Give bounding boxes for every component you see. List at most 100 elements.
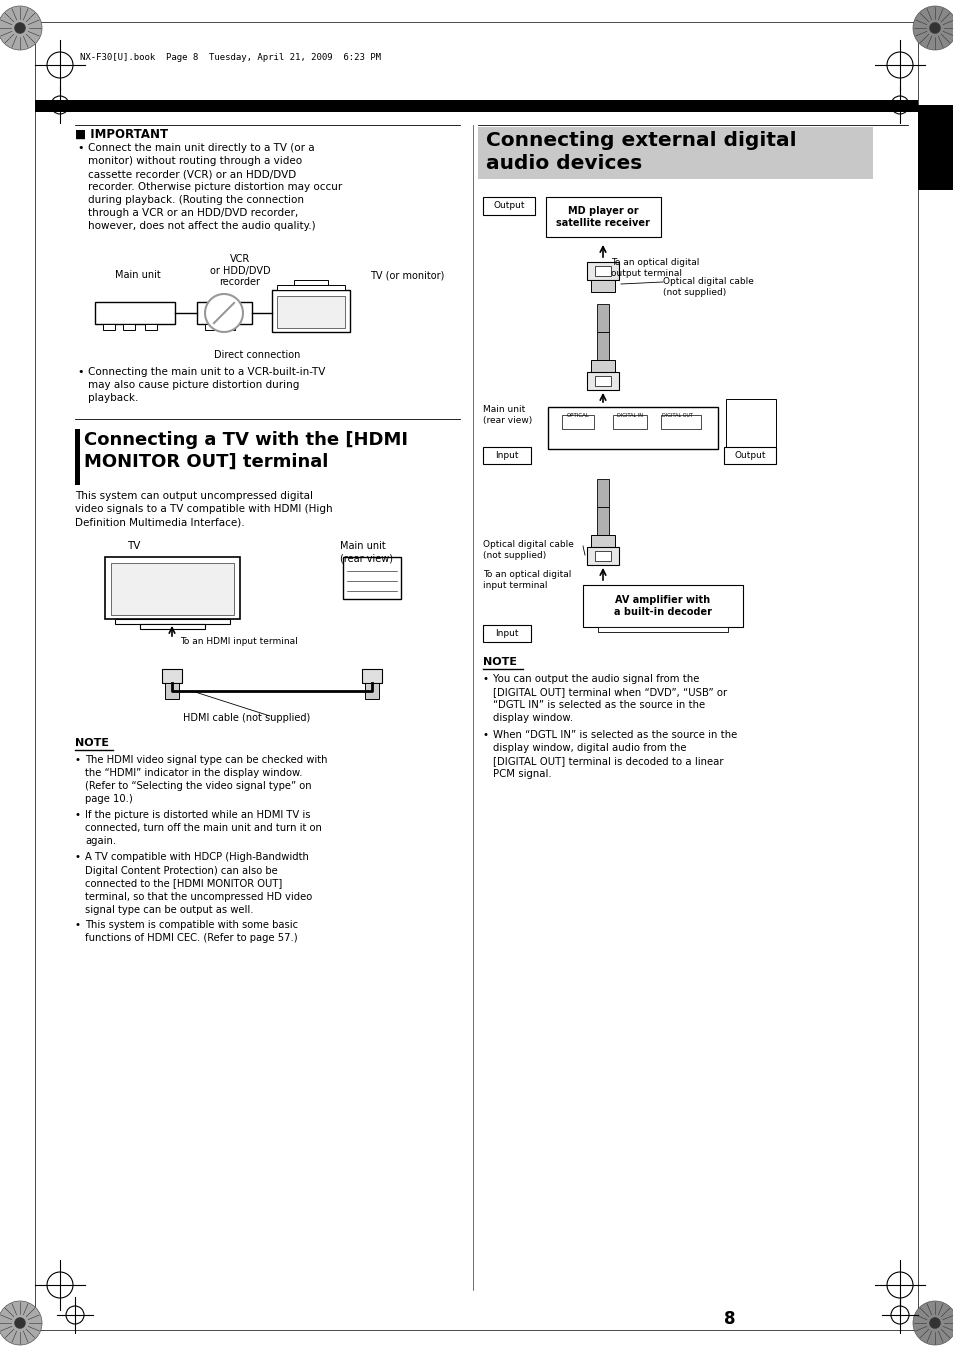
Bar <box>613 415 646 430</box>
Text: This system can output uncompressed digital
video signals to a TV compatible wit: This system can output uncompressed digi… <box>75 490 333 527</box>
Bar <box>103 324 115 330</box>
Bar <box>595 266 610 276</box>
Text: 8: 8 <box>723 1310 735 1328</box>
Bar <box>482 447 531 463</box>
Text: •: • <box>482 674 489 684</box>
Bar <box>597 480 608 507</box>
Text: Connecting the main unit to a VCR-built-in-TV
may also cause picture distortion : Connecting the main unit to a VCR-built-… <box>88 367 325 403</box>
Text: Main unit: Main unit <box>115 270 161 280</box>
Text: Preparation: Preparation <box>930 197 940 267</box>
Text: Connecting a TV with the [HDMI
MONITOR OUT] terminal: Connecting a TV with the [HDMI MONITOR O… <box>84 431 408 470</box>
Bar <box>115 619 230 624</box>
Bar <box>35 100 917 112</box>
Bar <box>477 127 872 178</box>
Text: To an HDMI input terminal: To an HDMI input terminal <box>180 638 297 646</box>
Text: Direct connection: Direct connection <box>213 350 300 359</box>
Bar <box>545 197 660 236</box>
Bar <box>595 551 610 561</box>
Circle shape <box>0 5 42 50</box>
Text: To an optical digital
output terminal: To an optical digital output terminal <box>610 258 699 278</box>
Circle shape <box>928 23 940 34</box>
Bar <box>294 280 328 285</box>
Text: •: • <box>75 811 81 820</box>
Text: •: • <box>75 755 81 765</box>
Bar <box>272 290 350 332</box>
Text: A TV compatible with HDCP (High-Bandwidth
Digital Content Protection) can also b: A TV compatible with HDCP (High-Bandwidt… <box>85 852 312 915</box>
Text: HDMI cable (not supplied): HDMI cable (not supplied) <box>183 713 311 723</box>
Circle shape <box>14 23 26 34</box>
Bar <box>205 324 214 330</box>
Bar <box>145 324 157 330</box>
Text: VCR
or HDD/DVD
recorder: VCR or HDD/DVD recorder <box>210 254 270 288</box>
Text: Connecting external digital
audio devices: Connecting external digital audio device… <box>485 131 796 173</box>
Bar <box>917 105 953 190</box>
Bar <box>590 280 615 292</box>
Bar <box>140 624 205 630</box>
Text: Input: Input <box>495 630 518 638</box>
Text: DIGITAL IN: DIGITAL IN <box>617 413 642 417</box>
Text: The HDMI video signal type can be checked with
the “HDMI” indicator in the displ: The HDMI video signal type can be checke… <box>85 755 327 804</box>
Bar <box>595 376 610 386</box>
Bar <box>723 447 775 463</box>
Text: MD player or
satellite receiver: MD player or satellite receiver <box>556 207 649 228</box>
Bar <box>482 626 531 642</box>
Bar <box>586 547 618 565</box>
Text: •: • <box>77 367 84 377</box>
Bar <box>162 669 182 684</box>
Text: ■ IMPORTANT: ■ IMPORTANT <box>75 128 168 141</box>
Bar <box>586 262 618 280</box>
Bar <box>590 535 615 547</box>
Text: Input: Input <box>495 451 518 459</box>
Bar <box>123 324 135 330</box>
Bar <box>598 627 727 632</box>
Circle shape <box>912 1301 953 1346</box>
Text: TV (or monitor): TV (or monitor) <box>370 270 444 280</box>
Bar <box>361 669 381 684</box>
Bar <box>75 430 80 485</box>
Text: •: • <box>77 143 84 153</box>
Bar <box>586 372 618 390</box>
Bar <box>225 324 234 330</box>
Text: •: • <box>75 920 81 929</box>
Text: Output: Output <box>493 201 524 211</box>
Bar <box>582 585 742 627</box>
Bar <box>165 684 179 698</box>
Circle shape <box>928 1317 940 1328</box>
Text: Main unit
(rear view): Main unit (rear view) <box>339 540 393 563</box>
Text: AV amplifier with
a built-in decoder: AV amplifier with a built-in decoder <box>614 596 711 617</box>
Bar <box>561 415 594 430</box>
Bar <box>660 415 700 430</box>
Bar <box>196 303 252 324</box>
Text: OPTICAL: OPTICAL <box>566 413 589 417</box>
Bar <box>725 399 775 454</box>
Text: You can output the audio signal from the
[DIGITAL OUT] terminal when “DVD”, “USB: You can output the audio signal from the… <box>493 674 726 723</box>
Text: •: • <box>482 730 489 740</box>
Text: •: • <box>75 852 81 862</box>
Text: NOTE: NOTE <box>482 657 517 667</box>
Circle shape <box>0 1301 42 1346</box>
Text: Output: Output <box>734 451 765 459</box>
Bar <box>597 304 608 332</box>
Text: Optical digital cable
(not supplied): Optical digital cable (not supplied) <box>662 277 753 297</box>
Bar <box>105 557 240 619</box>
Text: Optical digital cable
(not supplied): Optical digital cable (not supplied) <box>482 540 574 561</box>
Circle shape <box>205 295 243 332</box>
Text: This system is compatible with some basic
functions of HDMI CEC. (Refer to page : This system is compatible with some basi… <box>85 920 297 943</box>
Circle shape <box>912 5 953 50</box>
Text: Main unit
(rear view): Main unit (rear view) <box>482 405 532 426</box>
Text: Connect the main unit directly to a TV (or a
monitor) without routing through a : Connect the main unit directly to a TV (… <box>88 143 342 231</box>
Text: When “DGTL IN” is selected as the source in the
display window, digital audio fr: When “DGTL IN” is selected as the source… <box>493 730 737 780</box>
Bar <box>597 507 608 535</box>
Bar <box>482 197 535 215</box>
Bar <box>95 303 174 324</box>
Text: TV: TV <box>127 540 140 551</box>
Text: NX-F30[U].book  Page 8  Tuesday, April 21, 2009  6:23 PM: NX-F30[U].book Page 8 Tuesday, April 21,… <box>80 54 380 62</box>
Bar <box>276 296 345 328</box>
Text: DIGITAL OUT: DIGITAL OUT <box>661 413 693 417</box>
Bar <box>590 359 615 372</box>
Bar <box>111 563 233 615</box>
Bar <box>343 557 400 598</box>
Text: NOTE: NOTE <box>75 738 109 748</box>
Text: If the picture is distorted while an HDMI TV is
connected, turn off the main uni: If the picture is distorted while an HDM… <box>85 811 321 846</box>
Bar <box>547 407 718 449</box>
